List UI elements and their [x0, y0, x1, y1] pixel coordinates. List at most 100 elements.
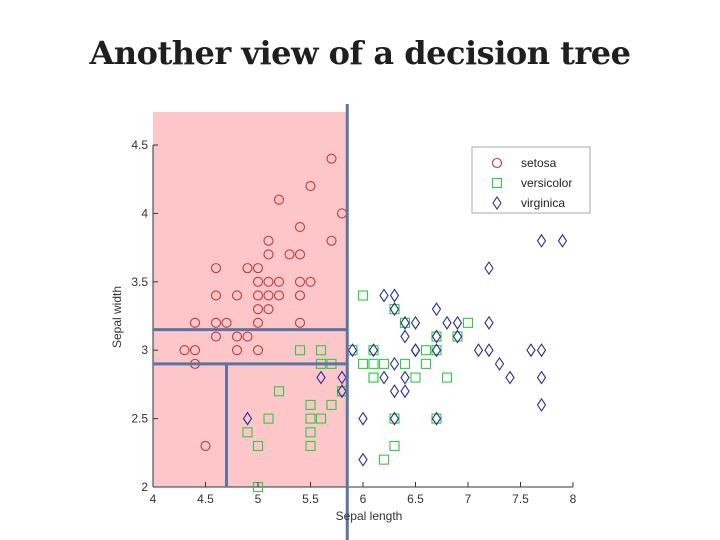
point-setosa [189, 345, 201, 356]
point-virginica [389, 356, 400, 371]
point-versicolor [242, 427, 253, 438]
x-tick-label: 4.5 [197, 492, 214, 506]
region-layer [153, 112, 348, 487]
point-virginica [347, 343, 358, 358]
point-versicolor [431, 345, 442, 356]
point-versicolor [273, 386, 285, 397]
point-setosa [242, 263, 253, 274]
point-versicolor [368, 372, 379, 383]
point-virginica [410, 315, 421, 330]
point-setosa [231, 331, 243, 342]
point-setosa [294, 222, 306, 233]
point-versicolor [368, 358, 379, 369]
legend-marker-virginica [492, 196, 502, 210]
x-tick-label: 6 [360, 492, 367, 506]
slide-title: Another view of a decision tree [89, 34, 631, 72]
point-setosa [263, 235, 274, 246]
y-tick-label: 2 [141, 480, 148, 494]
point-versicolor [431, 413, 442, 424]
legend-label-versicolor: versicolor [521, 176, 572, 190]
point-setosa [242, 331, 253, 342]
point-setosa [210, 263, 222, 274]
point-setosa [179, 345, 190, 356]
point-versicolor [389, 304, 400, 315]
point-versicolor [420, 358, 432, 369]
point-virginica [358, 452, 368, 467]
x-axis-label: Sepal length [336, 509, 403, 523]
point-virginica [442, 315, 452, 330]
point-virginica [431, 302, 442, 317]
point-virginica [431, 329, 442, 344]
point-setosa [326, 153, 337, 164]
point-versicolor [315, 413, 327, 424]
y-tick-label: 4 [141, 206, 148, 220]
y-tick-label: 3 [141, 343, 148, 357]
point-setosa [263, 290, 274, 301]
point-setosa [252, 276, 264, 287]
point-versicolor [263, 413, 274, 424]
point-virginica [400, 370, 410, 385]
point-versicolor [389, 413, 400, 424]
point-virginica [242, 411, 253, 426]
legend-marker-versicolor [491, 177, 503, 189]
point-versicolor [399, 358, 411, 369]
point-setosa [294, 290, 306, 301]
point-virginica [337, 370, 347, 385]
point-setosa [200, 440, 211, 452]
y-axis-label: Sepal width [110, 286, 124, 348]
legend-marker-setosa [491, 157, 503, 169]
point-setosa [263, 304, 274, 315]
point-setosa [231, 345, 243, 356]
point-versicolor [347, 345, 358, 356]
point-versicolor [410, 372, 421, 383]
point-virginica [536, 233, 547, 248]
point-versicolor [305, 427, 316, 438]
point-setosa [305, 276, 316, 287]
point-versicolor [389, 440, 400, 452]
x-tick-label: 5 [255, 492, 262, 506]
legend-label-setosa: setosa [521, 156, 557, 170]
point-setosa [284, 249, 295, 260]
point-versicolor [315, 345, 327, 356]
point-setosa [273, 194, 285, 205]
point-setosa [189, 317, 201, 328]
point-versicolor [399, 317, 411, 328]
point-virginica [389, 411, 400, 426]
y-tick-label: 4.5 [131, 138, 148, 152]
point-virginica [389, 288, 400, 303]
point-setosa [252, 290, 264, 301]
point-setosa [273, 276, 285, 287]
point-virginica [431, 411, 442, 426]
y-tick-label: 2.5 [131, 412, 148, 426]
point-setosa [294, 276, 306, 287]
point-versicolor [378, 454, 390, 465]
point-setosa [252, 263, 264, 274]
point-virginica [379, 370, 389, 385]
legend: setosa versicolor virginica [471, 146, 591, 214]
point-versicolor [368, 372, 379, 383]
point-versicolor [294, 345, 306, 356]
point-virginica [400, 315, 410, 330]
point-versicolor [420, 345, 432, 356]
point-virginica [536, 343, 547, 358]
point-setosa [231, 290, 243, 301]
x-tick-label: 5.5 [302, 492, 319, 506]
point-virginica [484, 315, 494, 330]
point-versicolor [357, 358, 369, 369]
point-virginica [410, 343, 421, 358]
point-versicolor [326, 399, 337, 410]
x-tick-label: 6.5 [407, 492, 424, 506]
point-versicolor [462, 317, 474, 328]
point-virginica [452, 329, 463, 344]
point-virginica [389, 302, 400, 317]
x-tick-label: 7 [465, 492, 472, 506]
decision-boundaries [153, 104, 349, 540]
point-virginica [484, 343, 494, 358]
point-setosa [210, 290, 222, 301]
point-versicolor [357, 290, 369, 301]
x-tick-label: 7.5 [512, 492, 529, 506]
point-virginica [536, 397, 547, 412]
point-virginica [536, 370, 547, 385]
point-setosa [263, 276, 274, 287]
point-virginica [473, 343, 484, 358]
